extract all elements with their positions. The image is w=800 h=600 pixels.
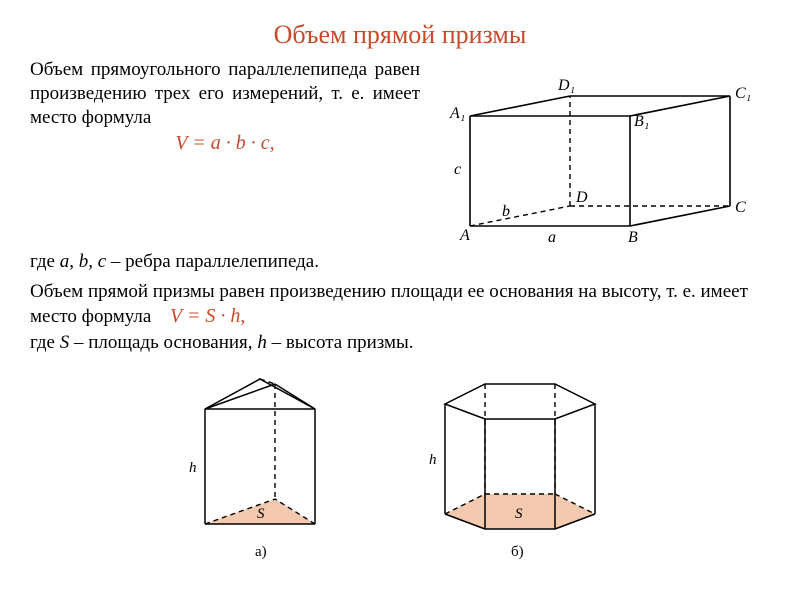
triangular-prism-diagram: h S а) <box>175 364 365 564</box>
label-A1: A₁ <box>449 105 465 122</box>
hex-caption: б) <box>511 544 524 560</box>
label-B: B <box>628 229 638 246</box>
hex-h-label: h <box>429 452 437 468</box>
formula-2: V = S · h, <box>170 305 245 327</box>
p3-h: h <box>257 332 267 353</box>
row-text-diagram: Объем прямоугольного параллелепипеда рав… <box>30 58 770 248</box>
hexagonal-prism-diagram: h S б) <box>415 364 625 564</box>
bottom-figures-row: h S а) <box>30 364 770 564</box>
label-a: a <box>548 229 556 246</box>
p3-mid1: – площадь основания, <box>69 332 257 353</box>
label-D: D <box>575 189 588 206</box>
label-A: A <box>459 227 470 244</box>
paragraph-3: где S – площадь основания, h – высота пр… <box>30 331 770 355</box>
p3-S: S <box>60 332 70 353</box>
page-title: Объем прямой призмы <box>30 20 770 50</box>
p1b-vars: a, b, c <box>60 251 106 272</box>
tri-h-label: h <box>189 460 197 476</box>
p1b-pre: где <box>30 251 60 272</box>
label-C1: C₁ <box>735 85 751 102</box>
hex-S-label: S <box>515 506 523 522</box>
p3-pre: где <box>30 332 60 353</box>
label-b: b <box>502 203 510 220</box>
label-B1: B₁ <box>634 113 649 130</box>
formula-1: V = a · b · c, <box>30 131 420 156</box>
paragraph-2: Объем прямой призмы равен произведению п… <box>30 280 770 329</box>
p2-text: Объем прямой призмы равен произведению п… <box>30 281 748 327</box>
paragraph-1: Объем прямоугольного параллелепипеда рав… <box>30 58 420 129</box>
text-column: Объем прямоугольного параллелепипеда рав… <box>30 58 420 156</box>
label-c: c <box>454 161 461 178</box>
paragraph-1b: где a, b, c – ребра параллелепипеда. <box>30 250 770 274</box>
p1b-post: – ребра параллелепипеда. <box>106 251 319 272</box>
tri-caption: а) <box>255 544 267 560</box>
p3-mid2: – высота призмы. <box>267 332 414 353</box>
cuboid-diagram: A B C D A₁ B₁ C₁ D₁ a b c <box>430 58 760 248</box>
tri-S-label: S <box>257 506 265 522</box>
label-D1: D₁ <box>557 77 575 94</box>
label-C: C <box>735 199 746 216</box>
